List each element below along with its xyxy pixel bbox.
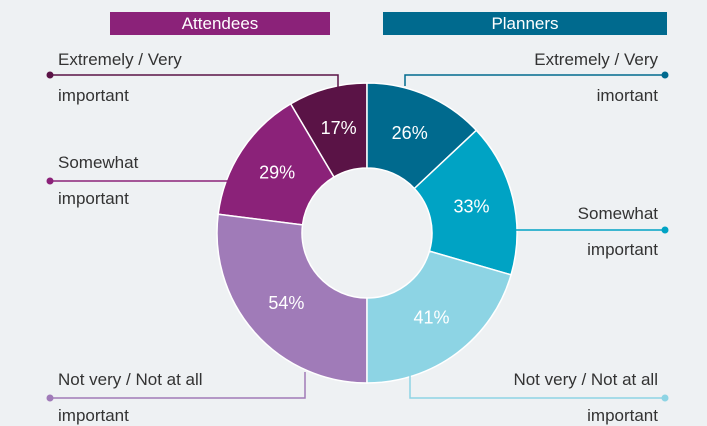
value-label: 54%: [268, 293, 304, 313]
donut-slice: [366, 82, 478, 190]
value-label: 29%: [259, 163, 295, 183]
value-label: 41%: [414, 308, 450, 328]
donut-slice: [366, 250, 512, 384]
connector: [409, 372, 665, 399]
category-label: Somewhat important: [58, 153, 139, 208]
donut-slice: [217, 102, 335, 226]
value-label: 17%: [321, 118, 357, 138]
header: Planners: [383, 12, 667, 35]
donut-slice: [216, 213, 368, 384]
value-label: 33%: [454, 197, 490, 217]
connector-dot: [46, 71, 54, 79]
header: Attendees: [110, 12, 330, 35]
connector: [404, 74, 665, 86]
connector-dot: [46, 394, 54, 402]
category-label: Somewhat important: [577, 204, 658, 259]
connector-dot: [661, 394, 669, 402]
connector-dot: [661, 226, 669, 234]
category-label: Extremely / Very important: [58, 50, 182, 105]
connector: [50, 74, 339, 88]
value-label: 26%: [392, 123, 428, 143]
category-label: Extremely / Very imortant: [534, 50, 658, 105]
connector-dot: [661, 71, 669, 79]
category-label: Not very / Not at all important: [513, 370, 658, 425]
donut-slice: [413, 129, 518, 276]
category-label: Not very / Not at all important: [58, 370, 203, 425]
connector-dot: [46, 177, 54, 185]
connector: [50, 372, 306, 399]
